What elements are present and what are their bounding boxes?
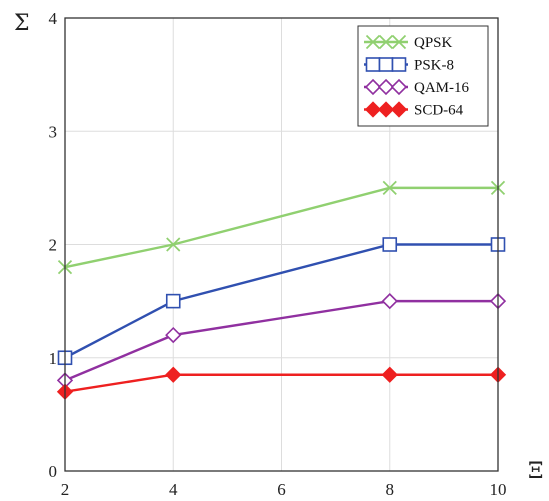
data-point xyxy=(382,237,398,252)
x-tick-label: 6 xyxy=(277,480,286,499)
y-tick-label: 1 xyxy=(49,349,58,368)
legend-marker xyxy=(391,34,407,50)
legend-marker xyxy=(365,34,381,50)
series-qam-16 xyxy=(56,292,507,389)
series-line xyxy=(64,373,498,393)
x-tick-label: 4 xyxy=(169,480,178,499)
series-qpsk xyxy=(57,180,506,275)
y-tick-label: 2 xyxy=(49,236,58,255)
y-axis-label: Σ xyxy=(14,11,30,36)
y-tick-label: 4 xyxy=(49,9,58,28)
legend-marker xyxy=(378,34,394,50)
legend-label: PSK-8 xyxy=(414,58,454,74)
series-line xyxy=(64,299,498,382)
plot-frame xyxy=(64,17,499,472)
legend-marker xyxy=(390,101,408,118)
x-tick-label: 2 xyxy=(61,480,70,499)
data-point xyxy=(381,292,398,310)
data-point xyxy=(381,366,398,383)
legend-item: QPSK xyxy=(364,34,453,51)
data-point xyxy=(166,237,181,252)
legend-marker xyxy=(378,57,394,72)
legend: QPSK PSK-8 QAM-16 SCD-64 xyxy=(357,25,489,127)
legend-marker xyxy=(364,101,382,118)
legend-marker xyxy=(390,78,408,96)
legend-item: QAM-16 xyxy=(364,78,469,96)
data-point xyxy=(382,180,397,196)
tick-labels: 2 4 6 8 10 0 1 2 3 4 xyxy=(49,9,507,499)
legend-label: SCD-64 xyxy=(414,103,464,119)
legend-marker xyxy=(365,57,381,72)
x-tick-label: 8 xyxy=(386,480,395,499)
series-psk-8 xyxy=(57,237,506,366)
data-point xyxy=(165,366,182,383)
legend-label: QPSK xyxy=(414,35,453,51)
legend-label: QAM-16 xyxy=(414,80,469,96)
legend-marker xyxy=(377,78,395,96)
x-axis-label: Ξ xyxy=(528,459,543,484)
legend-marker xyxy=(364,78,382,96)
data-point xyxy=(165,326,182,344)
data-point xyxy=(165,293,181,309)
series-line xyxy=(64,186,498,269)
y-tick-label: 3 xyxy=(49,122,58,141)
series-line xyxy=(64,243,498,359)
legend-marker xyxy=(377,101,395,118)
legend-item: SCD-64 xyxy=(364,101,464,119)
y-tick-label: 0 xyxy=(49,462,58,481)
series-group xyxy=(56,180,507,400)
legend-marker xyxy=(391,57,407,72)
x-tick-label: 10 xyxy=(490,480,507,499)
legend-item: PSK-8 xyxy=(364,57,454,74)
